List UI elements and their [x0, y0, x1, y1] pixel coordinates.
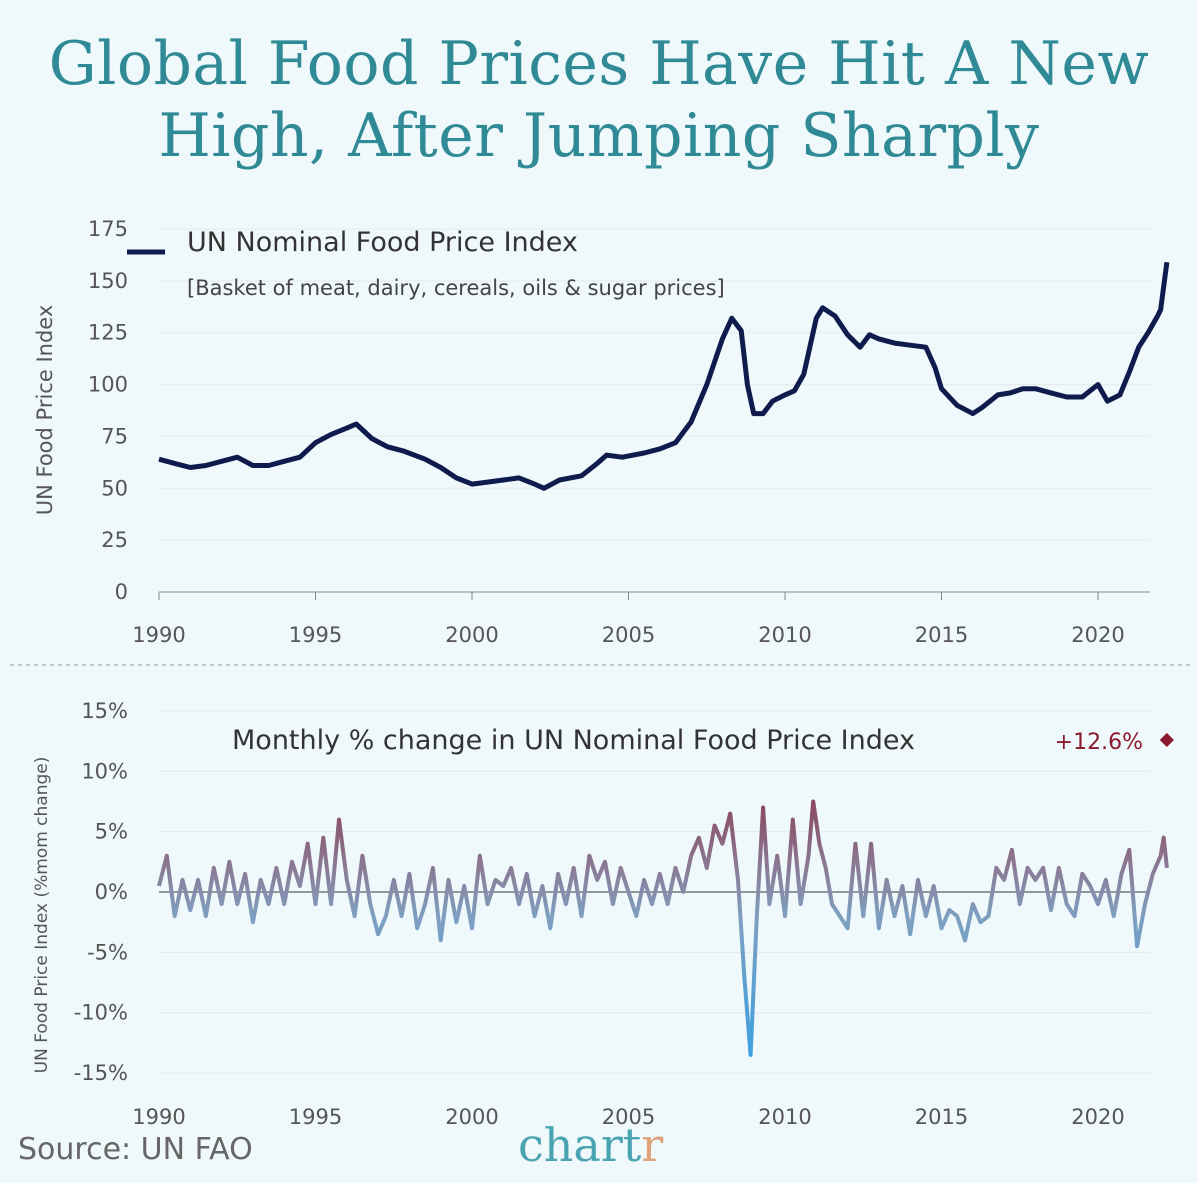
change-series-line — [157, 799, 1169, 1057]
index-series-line — [158, 261, 1170, 491]
y-axis-label-index: UN Food Price Index — [33, 305, 57, 516]
y-tick-label: 125 — [88, 321, 128, 345]
y-tick-label: 10% — [81, 759, 128, 783]
x-tick-label: 2020 — [1071, 1105, 1124, 1129]
y-tick-label: 175 — [88, 217, 128, 241]
y-axis-label-change: UN Food Price Index (%mom change) — [32, 757, 52, 1074]
x-tick-label: 2000 — [445, 1105, 498, 1129]
y-tick-label: 50 — [101, 476, 128, 500]
y-tick-label: -10% — [74, 1001, 128, 1025]
y-tick-label: 25 — [101, 528, 128, 552]
x-tick-label: 1990 — [132, 623, 185, 647]
x-tick-label: 1995 — [289, 1105, 342, 1129]
y-tick-label: 0 — [115, 580, 128, 604]
source-note: Source: UN FAO — [18, 1132, 253, 1167]
x-tick-label: 1990 — [132, 1105, 185, 1129]
x-tick-label: 2010 — [758, 623, 811, 647]
chartr-logo: chartr — [518, 1118, 664, 1172]
x-tick-label: 2020 — [1071, 623, 1124, 647]
legend-title-change: Monthly % change in UN Nominal Food Pric… — [232, 725, 915, 756]
y-tick-label: 100 — [88, 373, 128, 397]
y-tick-label: 0% — [95, 880, 128, 904]
y-tick-label: 75 — [101, 424, 128, 448]
y-tick-label: -15% — [74, 1061, 128, 1085]
y-tick-label: -5% — [87, 940, 128, 964]
legend-subtitle-index: [Basket of meat, dairy, cereals, oils & … — [187, 276, 725, 300]
last-value-annotation: +12.6% — [1055, 730, 1143, 755]
x-tick-label: 2000 — [445, 623, 498, 647]
x-tick-label: 2015 — [915, 1105, 968, 1129]
chart-title: Global Food Prices Have Hit A New High, … — [48, 29, 1150, 171]
x-tick-label: 2010 — [758, 1105, 811, 1129]
x-tick-label: 1995 — [289, 623, 342, 647]
x-tick-label: 2005 — [602, 1105, 655, 1129]
x-tick-label: 2005 — [602, 623, 655, 647]
legend-title-index: UN Nominal Food Price Index — [187, 227, 578, 258]
x-tick-label: 2015 — [915, 623, 968, 647]
last-value-marker — [1159, 732, 1174, 748]
y-tick-label: 150 — [88, 269, 128, 293]
y-tick-label: 5% — [95, 820, 128, 844]
y-tick-label: 15% — [81, 699, 128, 723]
